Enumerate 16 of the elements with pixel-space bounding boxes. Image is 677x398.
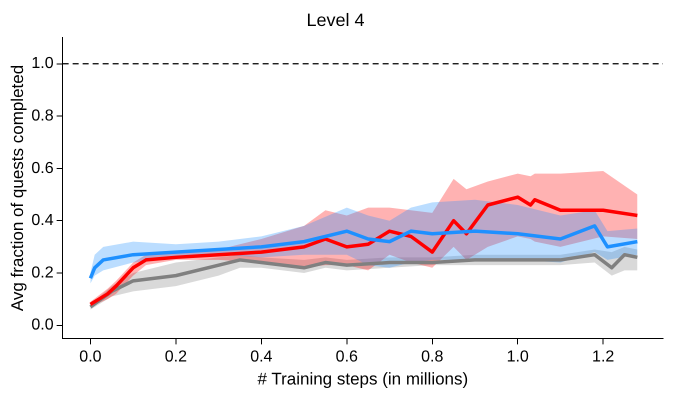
y-axis-title: Avg fraction of quests completed	[8, 64, 27, 312]
y-tick-label: 0.6	[31, 160, 54, 177]
x-axis-title: # Training steps (in millions)	[257, 369, 468, 388]
x-tick-label: 0.8	[421, 348, 444, 366]
y-tick-label: 0.8	[31, 107, 54, 124]
y-tick-label: 0.4	[31, 212, 54, 230]
x-tick-label: 0.4	[250, 348, 273, 366]
x-tick-label: 0.6	[336, 348, 358, 366]
chart-title: Level 4	[306, 10, 365, 30]
y-tick-label: 0.2	[31, 264, 54, 282]
x-tick-label: 1.0	[506, 348, 529, 366]
y-tick-label: 1.0	[31, 55, 54, 72]
x-tick-label: 0.2	[164, 348, 188, 366]
x-tick-label: 1.2	[592, 348, 614, 366]
y-tick-label: 0.0	[31, 316, 54, 334]
x-tick-label: 0.0	[79, 348, 102, 366]
